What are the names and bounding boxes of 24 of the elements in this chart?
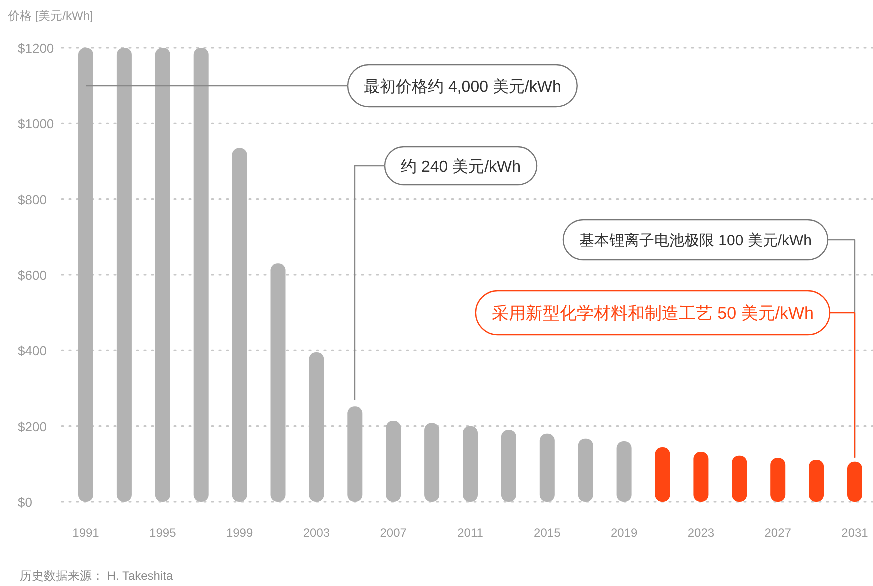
x-tick-label: 2031	[842, 526, 869, 540]
x-tick-label: 1991	[72, 526, 100, 540]
y-tick-label: $200	[18, 419, 47, 434]
x-tick-label: 2023	[688, 526, 715, 540]
annotation: 约 240 美元/kWh	[401, 158, 522, 176]
y-tick-label: $0	[18, 495, 32, 510]
x-tick-label: 2011	[458, 526, 484, 540]
annotation: 采用新型化学材料和制造工艺 50 美元/kWh	[492, 304, 814, 324]
x-tick-label: 2015	[534, 526, 562, 540]
text: 历史数据来源： H. Takeshita	[20, 569, 174, 583]
y-tick-label: $1000	[18, 116, 54, 132]
x-tick-label: 2027	[764, 526, 792, 540]
y-axis-title: 价格 [美元/kWh]	[7, 9, 94, 23]
y-tick-label: $400	[18, 344, 47, 359]
y-tick-label: $600	[18, 268, 47, 283]
x-tick-label: 2007	[380, 526, 408, 540]
annotation: 基本锂离子电池极限 100 美元/kWh	[579, 232, 812, 250]
x-tick-label: 1995	[150, 526, 177, 540]
x-tick-label: 2003	[303, 526, 330, 540]
y-tick-label: $800	[18, 192, 47, 208]
y-tick-label: $1200	[18, 41, 54, 56]
x-tick-label: 2019	[610, 526, 638, 540]
x-tick-label: 1999	[226, 526, 254, 540]
annotation: 最初价格约 4,000 美元/kWh	[364, 78, 562, 96]
